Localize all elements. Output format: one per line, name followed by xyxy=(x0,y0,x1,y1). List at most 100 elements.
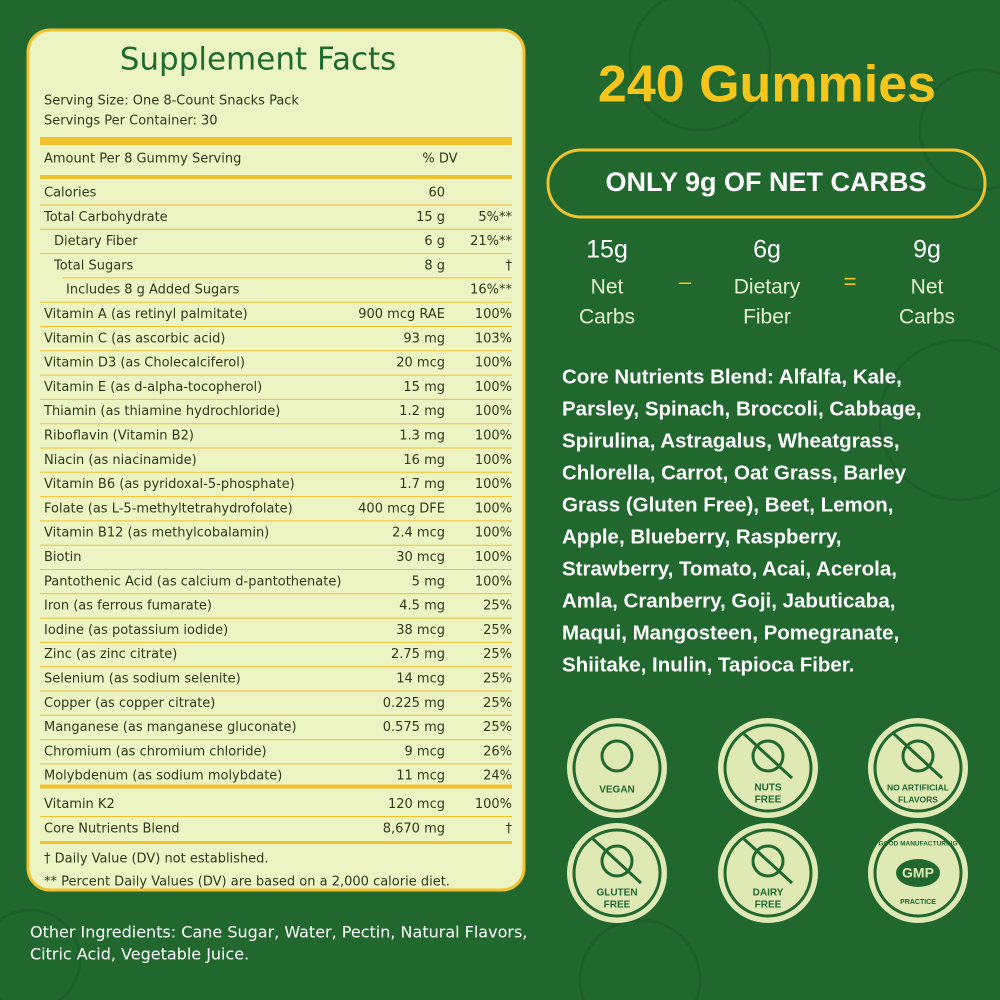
badge xyxy=(718,823,818,923)
nutrient-dv: 26% xyxy=(483,744,512,759)
nutrient-amount: 16 mg xyxy=(403,453,445,468)
nutrient-amount: 9 mcg xyxy=(405,744,445,759)
header-amount: Amount Per 8 Gummy Serving xyxy=(44,152,241,167)
badge-label: FREE xyxy=(755,795,782,806)
nutrient-name: Vitamin E (as d-alpha-tocopherol) xyxy=(44,380,262,395)
badge-icon xyxy=(600,844,634,878)
badge-slash xyxy=(892,732,944,780)
nutrient-amount: 0.575 mg xyxy=(383,720,445,735)
nutrient-dv: 21%** xyxy=(470,234,512,249)
nutrient-dv: 16%** xyxy=(470,283,512,298)
nutrient-name: Molybdenum (as sodium molybdate) xyxy=(44,769,282,784)
badge-label: FREE xyxy=(755,900,782,911)
nutrient-dv: 100% xyxy=(475,477,512,492)
badge-label: NUTS xyxy=(754,783,782,794)
badge-label: GMP xyxy=(902,865,934,881)
nutrient-amount: 6 g xyxy=(424,234,445,249)
badge xyxy=(567,823,667,923)
nutrient-name: Biotin xyxy=(44,550,81,565)
nutrient-dv: 100% xyxy=(475,797,512,812)
nutrient-dv: 100% xyxy=(475,356,512,371)
footnote: † Daily Value (DV) not established. xyxy=(44,852,269,867)
nutrient-name: Selenium (as sodium selenite) xyxy=(44,672,241,687)
badge-label: DAIRY xyxy=(753,888,784,899)
other-ingredients: Citric Acid, Vegetable Juice. xyxy=(30,945,249,964)
badge xyxy=(567,718,667,818)
nutrient-dv: 100% xyxy=(475,526,512,541)
facts-title: Supplement Facts xyxy=(120,42,397,78)
facts-rows: Calories 60 Total Carbohydrate 15 g 5%** Diet… xyxy=(40,186,513,844)
nutrient-dv: 100% xyxy=(475,404,512,419)
nutrient-amount: 60 xyxy=(428,186,445,201)
blend-line: Apple, Blueberry, Raspberry, xyxy=(562,525,842,548)
blend-line: Amla, Cranberry, Goji, Jabuticaba, xyxy=(562,589,895,612)
badge-ring xyxy=(723,723,813,813)
rule xyxy=(40,841,512,844)
nutrient-dv: 100% xyxy=(475,307,512,322)
badge-slash xyxy=(591,837,643,885)
blend-line: Grass (Gluten Free), Beet, Lemon, xyxy=(562,493,894,516)
nutrient-dv: 100% xyxy=(475,550,512,565)
nutrient-name: Includes 8 g Added Sugars xyxy=(66,283,240,298)
nutrient-amount: 0.225 mg xyxy=(383,696,445,711)
nutrient-dv: 100% xyxy=(475,380,512,395)
nutrient-name: Total Sugars xyxy=(53,258,134,273)
badge-icon xyxy=(901,739,935,773)
nutrient-name: Pantothenic Acid (as calcium d-pantothen… xyxy=(44,574,341,589)
nutrient-dv: 25% xyxy=(483,696,512,711)
eq-label: Fiber xyxy=(743,306,791,329)
blend-line: Shiitake, Inulin, Tapioca Fiber. xyxy=(562,653,854,676)
badge-icon xyxy=(751,739,785,773)
serving-size: Serving Size: One 8-Count Snacks Pack xyxy=(44,94,299,109)
badge-icon xyxy=(896,859,940,887)
nutrient-dv: 25% xyxy=(483,672,512,687)
nutrient-amount: 400 mcg DFE xyxy=(358,501,445,516)
badge-ring xyxy=(723,828,813,918)
nutrient-amount: 11 mcg xyxy=(396,769,445,784)
badge xyxy=(868,718,968,818)
nutrient-name: Vitamin B12 (as methylcobalamin) xyxy=(44,526,269,541)
eq-label: Carbs xyxy=(579,306,635,329)
nutrient-name: Riboflavin (Vitamin B2) xyxy=(44,429,194,444)
equation: 15g Net Carbs 6g Dietary Fiber 9g Net Carbs – = xyxy=(579,236,955,329)
badge-label: VEGAN xyxy=(599,785,635,796)
badge-icon xyxy=(751,844,785,878)
nutrient-name: Vitamin D3 (as Cholecalciferol) xyxy=(44,356,245,371)
badge-ring xyxy=(572,828,662,918)
nutrient-dv: 25% xyxy=(483,647,512,662)
nutrient-name: Folate (as L-5-methyltetrahydrofolate) xyxy=(44,501,293,516)
nutrient-dv: 100% xyxy=(475,574,512,589)
badge-label: GLUTEN xyxy=(596,888,637,899)
banner-border xyxy=(546,148,987,219)
nutrient-name: Vitamin A (as retinyl palmitate) xyxy=(44,307,248,322)
eq-value: 15g xyxy=(586,236,628,264)
eq-value: 6g xyxy=(753,236,781,264)
nutrient-amount: 93 mg xyxy=(403,331,445,346)
nutrient-dv: † xyxy=(506,821,513,836)
header-dv: % DV xyxy=(422,152,457,167)
badge-ring xyxy=(873,828,963,918)
nutrient-name: Vitamin C (as ascorbic acid) xyxy=(44,331,225,346)
nutrient-name: Chromium (as chromium chloride) xyxy=(44,744,267,759)
eq-operator: – xyxy=(679,269,692,294)
nutrient-amount: 20 mcg xyxy=(396,356,445,371)
blend-line: Parsley, Spinach, Broccoli, Cabbage, xyxy=(562,397,922,420)
badge xyxy=(718,718,818,818)
nutrient-name: Dietary Fiber xyxy=(54,234,138,249)
badge-icon xyxy=(600,739,634,773)
nutrient-dv: 100% xyxy=(475,453,512,468)
badge-label: PRACTICE xyxy=(900,899,936,906)
nutrient-name: Calories xyxy=(44,186,97,201)
nutrient-amount: 15 mg xyxy=(403,380,445,395)
badge-ring xyxy=(873,723,963,813)
eq-label: Net xyxy=(911,276,944,299)
nutrient-amount: 2.4 mcg xyxy=(392,526,445,541)
nutrient-name: Vitamin B6 (as pyridoxal-5-phosphate) xyxy=(44,477,295,492)
badge-label: GOOD MANUFACTURING xyxy=(878,841,957,848)
nutrient-dv: † xyxy=(506,258,513,273)
nutrient-name: Iodine (as potassium iodide) xyxy=(44,623,228,638)
nutrient-dv: 25% xyxy=(483,623,512,638)
